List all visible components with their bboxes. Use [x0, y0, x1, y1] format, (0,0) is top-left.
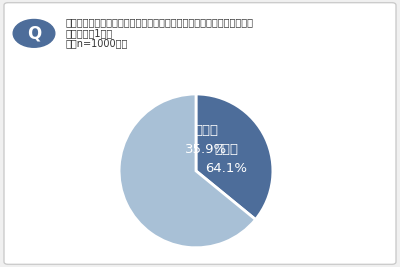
Text: あなたは、電動アシスト自転車で危ない経験をしたことがありますか。: あなたは、電動アシスト自転車で危ない経験をしたことがありますか。 — [66, 17, 254, 27]
Text: （　n=1000　）: （ n=1000 ） — [66, 38, 128, 48]
Wedge shape — [196, 94, 273, 219]
Text: （お答えは1つ）: （お答えは1つ） — [66, 28, 113, 38]
Text: な　い
64.1%: な い 64.1% — [205, 143, 247, 175]
Text: あ　る
35.9%: あ る 35.9% — [185, 124, 227, 156]
Text: Q: Q — [27, 24, 41, 42]
Wedge shape — [119, 94, 256, 248]
